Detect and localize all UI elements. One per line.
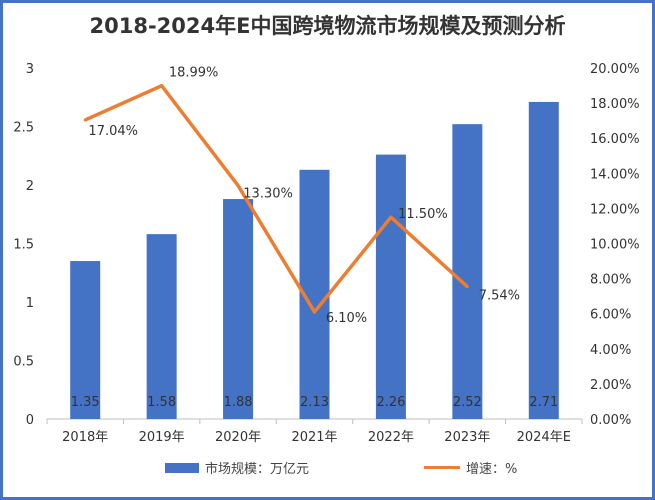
line-point [83,118,87,122]
bar-data-label: 1.88 [224,395,253,410]
legend-swatch-bar [165,462,199,473]
legend-label-line: 增速：% [466,462,518,477]
right-tick-label: 0.00% [590,413,631,428]
right-tick-label: 10.00% [590,238,640,253]
legend-item-line: 增速：% [424,458,517,477]
left-tick-label: 3 [26,62,34,77]
right-tick-label: 2.00% [590,378,631,393]
left-tick-label: 1 [26,296,34,311]
x-tick-label: 2022年 [368,430,414,445]
bar [375,154,406,419]
left-tick-label: 2.5 [13,121,34,136]
x-tick-label: 2021年 [291,430,337,445]
right-tick-label: 16.00% [590,132,640,147]
right-tick-label: 12.00% [590,202,640,217]
bar-data-label: 2.52 [453,395,482,410]
bar [528,101,559,420]
chart-title: 2018-2024年E中国跨境物流市场规模及预测分析 [89,14,566,38]
line-data-label: 7.54% [479,289,520,304]
growth-line [84,83,469,314]
legend-label-bar: 市场规模：万亿元 [205,462,310,477]
line-data-label: 18.99% [169,66,219,81]
x-tick-label: 2020年 [215,430,261,445]
x-tick-label: 2019年 [139,430,185,445]
line-data-label: 11.50% [398,207,448,222]
line-point [313,310,316,314]
right-tick-label: 8.00% [590,273,631,288]
line-point [236,184,240,188]
right-tick-label: 18.00% [590,97,640,112]
legend-swatch-line [424,466,460,469]
bar [70,261,101,419]
line-data-label: 17.04% [88,124,138,139]
left-tick-label: 2 [26,179,34,194]
x-tick-label: 2024年E [517,430,571,445]
bar [146,234,177,419]
line-data-label: 13.30% [243,187,293,202]
right-tick-label: 6.00% [590,308,631,323]
bar-data-label: 1.58 [147,395,176,410]
line-point [389,215,393,219]
x-tick-label: 2023年 [444,430,490,445]
line-data-label: 6.10% [326,311,367,326]
bar-data-label: 2.26 [376,395,405,410]
line-point [160,84,164,88]
legend-item-bar: 市场规模：万亿元 [165,458,309,477]
line-point [465,285,469,289]
left-tick-label: 0.5 [13,355,34,370]
left-tick-label: 0 [26,413,34,428]
bar-data-label: 1.35 [71,395,100,410]
bar-data-label: 2.13 [300,395,329,410]
left-tick-label: 1.5 [13,238,34,253]
bar-data-label: 2.71 [529,395,558,410]
bar [223,199,254,419]
x-tick-label: 2018年 [62,430,108,445]
right-tick-label: 14.00% [590,167,640,182]
right-tick-label: 4.00% [590,343,631,358]
right-tick-label: 20.00% [590,62,640,77]
bar [452,124,483,419]
